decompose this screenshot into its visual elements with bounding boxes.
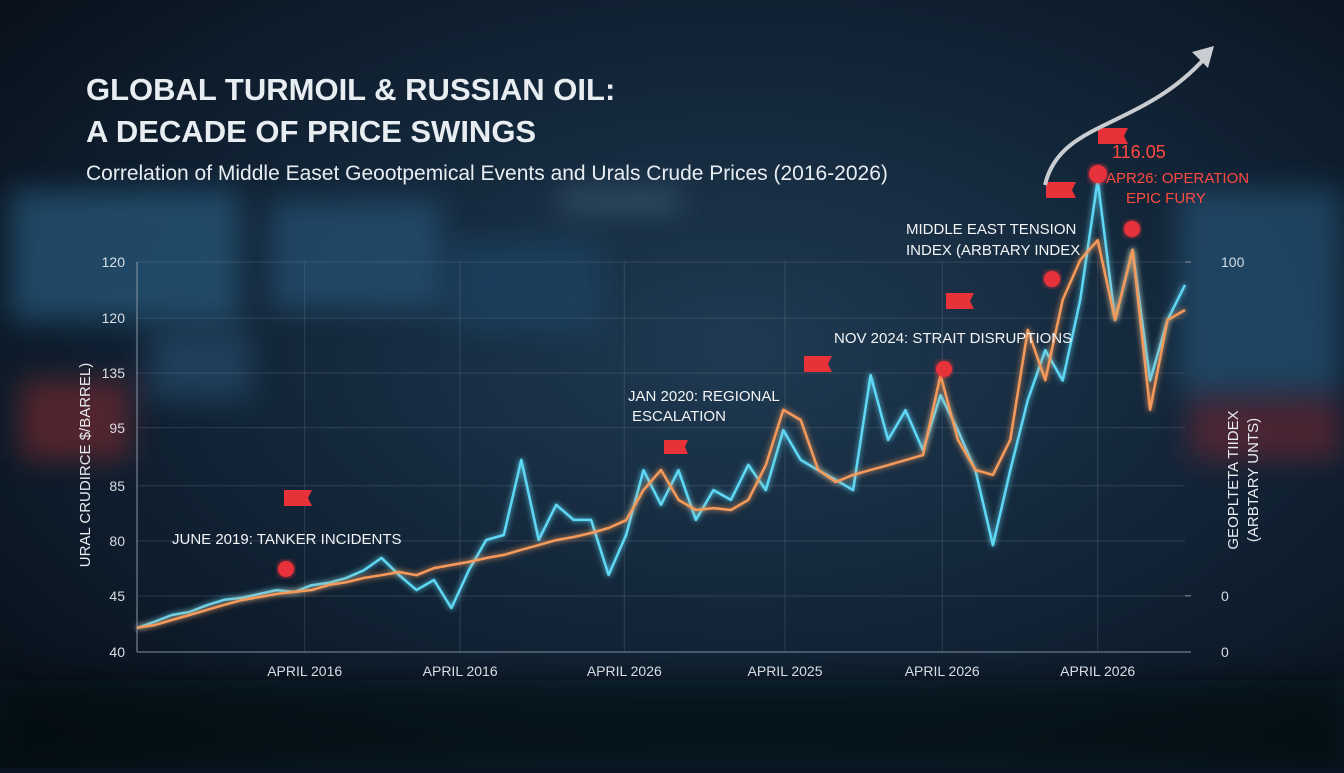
annotation: NOV 2024: STRAIT DISRUPTIONS	[834, 330, 1072, 347]
trend-arrow-head	[1192, 46, 1214, 68]
plot-area: 40 45 80 85 95 135 120 120 0 0 100 APRIL 2016 APRIL …	[102, 178, 1245, 679]
annotation: INDEX (ARBTARY INDEX	[906, 242, 1080, 259]
annotation: APR26: OPERATION	[1106, 170, 1249, 187]
x-tick-label: APRIL 2026	[1060, 663, 1135, 679]
x-tick-label: APRIL 2026	[587, 663, 662, 679]
title: A DECADE OF PRICE SWINGS	[86, 114, 536, 149]
x-tick-label: APRIL 2026	[905, 663, 980, 679]
y-tick-label: 135	[102, 365, 126, 381]
x-tick-label: APRIL 2016	[267, 663, 342, 679]
annotation: EPIC FURY	[1126, 190, 1206, 207]
y-tick-label: 120	[102, 310, 126, 326]
y-axis-label: URAL CRUDIRCE $/BARREL)	[77, 363, 94, 568]
y2-axis-label: GEOPLTETA TIIDEX	[1225, 410, 1242, 549]
annotation: JAN 2020: REGIONAL	[628, 388, 780, 405]
trend-arrow	[1043, 56, 1207, 186]
annotation: MIDDLE EAST TENSION	[906, 221, 1076, 238]
y-tick-label: 45	[109, 588, 125, 604]
series-line	[136, 238, 1186, 630]
y-tick-label: 95	[109, 420, 125, 436]
y-tick-label: 120	[102, 254, 126, 270]
y2-tick-label: 0	[1221, 644, 1229, 660]
annotation: 116.05	[1112, 142, 1166, 162]
y2-tick-label: 0	[1221, 588, 1229, 604]
x-tick-label: APRIL 2025	[748, 663, 823, 679]
blurred-screens	[0, 190, 1344, 768]
subtitle: Correlation of Middle Easet Geootpemical…	[86, 162, 888, 185]
y-tick-label: 85	[109, 478, 125, 494]
annotation: JUNE 2019: TANKER INCIDENTS	[172, 531, 402, 548]
event-flags	[278, 128, 1140, 577]
title: GLOBAL TURMOIL & RUSSIAN OIL:	[86, 72, 615, 107]
y-tick-label: 40	[109, 644, 125, 660]
y2-axis-label: (ARBTARY UNTS)	[1245, 418, 1262, 542]
series-line	[136, 178, 1187, 630]
annotation: ESCALATION	[632, 408, 726, 425]
y2-tick-label: 100	[1221, 254, 1245, 270]
x-tick-label: APRIL 2016	[423, 663, 498, 679]
y-tick-label: 80	[109, 533, 125, 549]
